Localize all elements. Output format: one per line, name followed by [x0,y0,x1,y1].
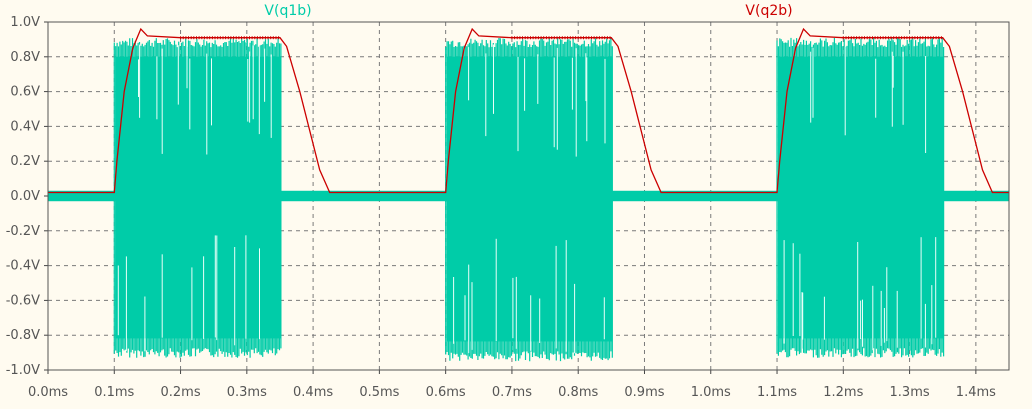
x-tick-label: 0.3ms [227,385,267,400]
x-tick-label: 0.4ms [293,385,333,400]
y-tick-label: 0.4V [10,119,40,134]
x-tick-label: 1.1ms [757,385,797,400]
series-v-q2b-line [48,27,1009,194]
x-tick-label: 0.8ms [558,385,598,400]
y-tick-label: 0.0V [10,189,40,204]
y-tick-label: 0.6V [10,85,40,100]
plot-area [48,27,1009,362]
series-v-q1b [48,37,1009,362]
x-tick-label: 0.5ms [359,385,399,400]
tick-labels: 0.0ms 0.1ms 0.2ms 0.3ms 0.4ms 0.5ms 0.6ms 0.7ms… [6,15,996,400]
y-tick-label: -0.4V [6,259,40,274]
legend-v-q2b: V(q2b) [745,3,792,19]
x-tick-label: 0.6ms [426,385,466,400]
x-tick-label: 0.7ms [492,385,532,400]
x-tick-label: 0.9ms [624,385,664,400]
x-tick-label: 1.0ms [691,385,731,400]
y-tick-label: 1.0V [10,15,40,30]
legend-v-q1b: V(q1b) [264,3,311,19]
x-tick-label: 0.1ms [94,385,134,400]
x-tick-label: 0.0ms [28,385,68,400]
y-tick-label: -0.2V [6,224,40,239]
plot-border [47,21,1010,371]
y-tick-label: 0.8V [10,50,40,65]
y-tick-label: 0.2V [10,154,40,169]
legend: V(q1b) V(q2b) [264,3,792,19]
x-tick-label: 1.2ms [823,385,863,400]
x-tick-label: 1.4ms [956,385,996,400]
x-tick-label: 0.2ms [160,385,200,400]
plot-frame [47,21,1010,371]
x-tick-label: 1.3ms [890,385,930,400]
y-tick-label: -0.6V [6,293,40,308]
y-tick-label: -0.8V [6,328,40,343]
y-tick-label: -1.0V [6,363,40,378]
